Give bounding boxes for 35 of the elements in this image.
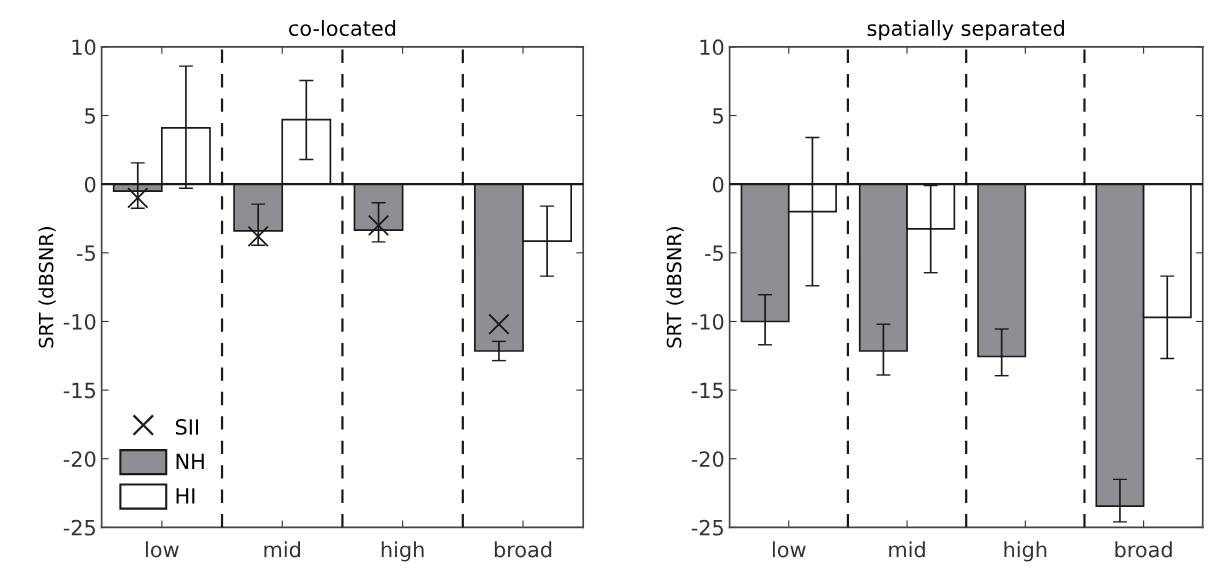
- x-tick-label: mid: [889, 541, 925, 558]
- point: [247, 225, 269, 247]
- x-tick-label: low: [772, 541, 806, 558]
- point: [367, 214, 390, 236]
- y-tick-label: 0: [84, 176, 96, 193]
- legend-label: HI: [176, 488, 195, 504]
- y-tick-label: 5: [713, 108, 723, 124]
- y-tick-label: -25: [691, 519, 723, 536]
- y-tick-label: -5: [705, 245, 723, 262]
- y-tick-label: 5: [85, 108, 95, 124]
- y-tick-label: -15: [63, 382, 95, 399]
- y-tick-label: -10: [63, 313, 96, 330]
- x-tick-label: broad: [494, 541, 552, 558]
- x-tick-label: low: [146, 541, 179, 558]
- y-tick-label: -20: [691, 451, 724, 467]
- y-tick-label: -20: [63, 451, 96, 467]
- y-tick-label: -15: [691, 382, 723, 399]
- point: [488, 313, 510, 335]
- y-axis-title: SRT (dBSNR): [38, 227, 56, 348]
- y-tick-label: -10: [691, 313, 724, 330]
- x-tick-label: high: [381, 541, 424, 562]
- y-tick-label: 0: [712, 176, 724, 193]
- x-tick-label: mid: [264, 541, 300, 558]
- y-tick-label: -25: [63, 519, 95, 536]
- chart-title: spatially separated: [867, 19, 1064, 41]
- x-tick-label: broad: [1115, 541, 1172, 558]
- x-tick-label: high: [1004, 541, 1047, 562]
- chart-title: co-located: [289, 19, 396, 37]
- legend-label: NH: [176, 453, 204, 470]
- point: [127, 187, 149, 209]
- y-axis-title: SRT (dBSNR): [666, 227, 684, 348]
- y-tick-label: -5: [77, 245, 95, 262]
- y-tick-label: 10: [72, 39, 96, 56]
- y-tick-label: 10: [700, 39, 724, 56]
- legend-label: SII: [175, 419, 199, 435]
